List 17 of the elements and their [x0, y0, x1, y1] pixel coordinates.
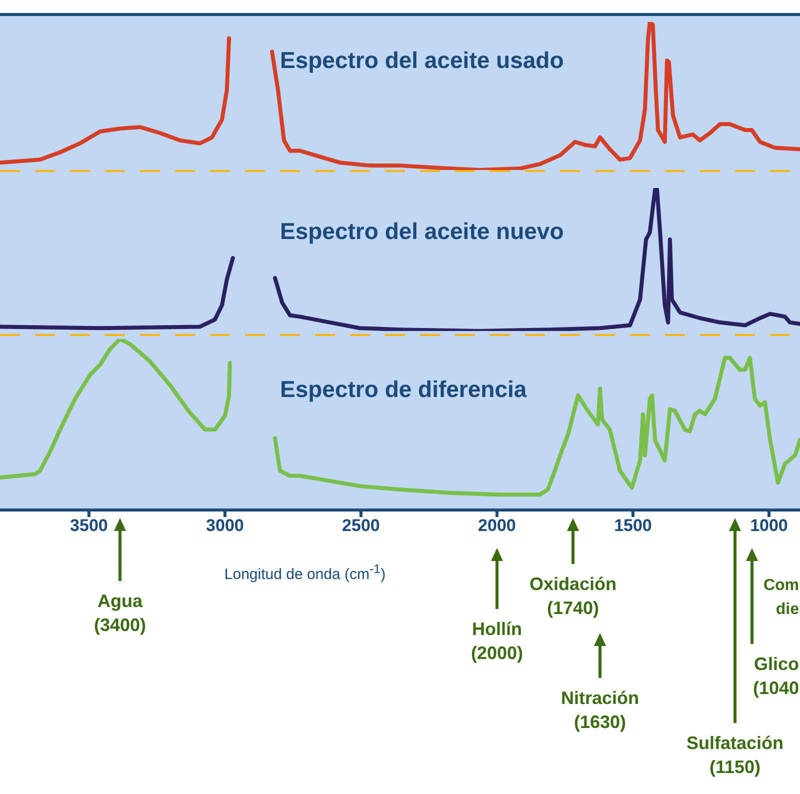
text: Oxidación (1740): [529, 574, 617, 618]
text: Espectro de diferencia: [280, 376, 527, 402]
text: Espectro del aceite usado: [280, 47, 564, 73]
x-tick-label: 3500: [70, 516, 108, 536]
text: Com die: [763, 577, 800, 618]
x-tick-label: 1500: [614, 516, 652, 536]
x-tick-label: 3000: [206, 516, 244, 536]
x-tick-label: 2500: [342, 516, 380, 536]
text: Agua (3400): [94, 591, 146, 635]
text: Sulfatación (1150): [686, 733, 784, 777]
text: Hollín (2000): [470, 619, 524, 663]
x-axis-title: Longitud de onda (cm$^{-1}$): [224, 562, 386, 583]
text: Nitración (1630): [560, 688, 640, 732]
text: Glico (1040: [752, 654, 799, 698]
text: Espectro del aceite nuevo: [280, 218, 564, 244]
x-tick-label: 2000: [478, 516, 516, 536]
x-tick-label: 1000: [750, 516, 788, 536]
